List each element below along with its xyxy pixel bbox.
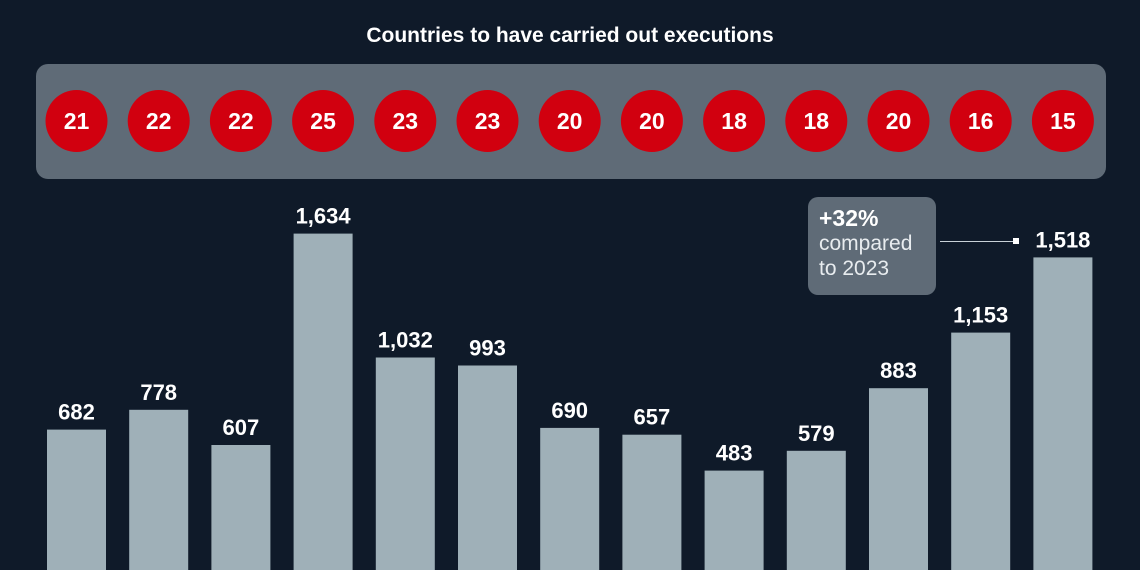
annotation-leader-line [940, 241, 1016, 242]
bar-value-label: 682 [58, 400, 95, 425]
country-count-circle [620, 90, 683, 152]
bar-value-label: 579 [798, 421, 835, 446]
bar-value-label: 657 [634, 405, 671, 430]
country-count-label: 22 [228, 108, 254, 134]
country-count-label: 15 [1050, 108, 1076, 134]
country-count-label: 16 [968, 108, 994, 134]
country-count-circle [867, 90, 930, 152]
country-count-label: 20 [557, 108, 583, 134]
bar-value-label: 1,153 [953, 303, 1008, 328]
bar-2 [129, 409, 189, 570]
country-count-circle [127, 90, 190, 152]
country-count-label: 18 [804, 108, 830, 134]
page-title: Countries to have carried out executions [366, 24, 774, 47]
country-count-circle [374, 90, 437, 152]
annotation-percent: +32% [819, 205, 879, 231]
country-count-circle [209, 90, 272, 152]
country-count-circle [292, 90, 355, 152]
country-count-circle [703, 90, 766, 152]
bar-value-label: 1,032 [378, 328, 433, 353]
bar-4 [293, 233, 353, 570]
bar-10 [786, 450, 846, 570]
bar-1 [47, 429, 106, 570]
annotation-marker [1013, 238, 1019, 244]
bar-value-label: 483 [716, 441, 753, 466]
bar-9 [704, 470, 764, 570]
country-count-label: 21 [64, 108, 90, 134]
bar-value-label: 607 [223, 415, 260, 440]
country-count-label: 23 [475, 108, 501, 134]
bar-3 [211, 445, 271, 570]
country-count-label: 22 [146, 108, 172, 134]
bar-7 [540, 427, 600, 570]
change-annotation: +32% compared to 2023 [808, 197, 936, 295]
bar-6 [458, 365, 517, 570]
bar-13 [1033, 257, 1093, 570]
country-count-circle [1031, 90, 1094, 152]
country-count-circle [949, 90, 1012, 152]
country-count-circle [45, 90, 108, 152]
annotation-line-2: to 2023 [819, 257, 890, 280]
bar-value-label: 883 [880, 358, 917, 383]
bar-value-label: 778 [140, 380, 177, 405]
country-count-circle [456, 90, 519, 152]
annotation-line-1: compared [819, 232, 913, 255]
country-count-label: 25 [310, 108, 336, 134]
country-count-label: 23 [393, 108, 419, 134]
country-count-circle [538, 90, 601, 152]
bar-8 [622, 434, 682, 570]
bar-value-label: 690 [551, 398, 588, 423]
bar-11 [869, 388, 928, 570]
country-count-label: 20 [639, 108, 665, 134]
bar-value-label: 1,634 [296, 204, 352, 229]
country-count-circle [785, 90, 848, 152]
bar-12 [951, 332, 1011, 570]
bar-value-label: 993 [469, 336, 506, 361]
bar-5 [375, 357, 435, 570]
bar-value-label: 1,518 [1035, 227, 1090, 252]
country-count-label: 20 [886, 108, 912, 134]
country-count-label: 18 [721, 108, 747, 134]
